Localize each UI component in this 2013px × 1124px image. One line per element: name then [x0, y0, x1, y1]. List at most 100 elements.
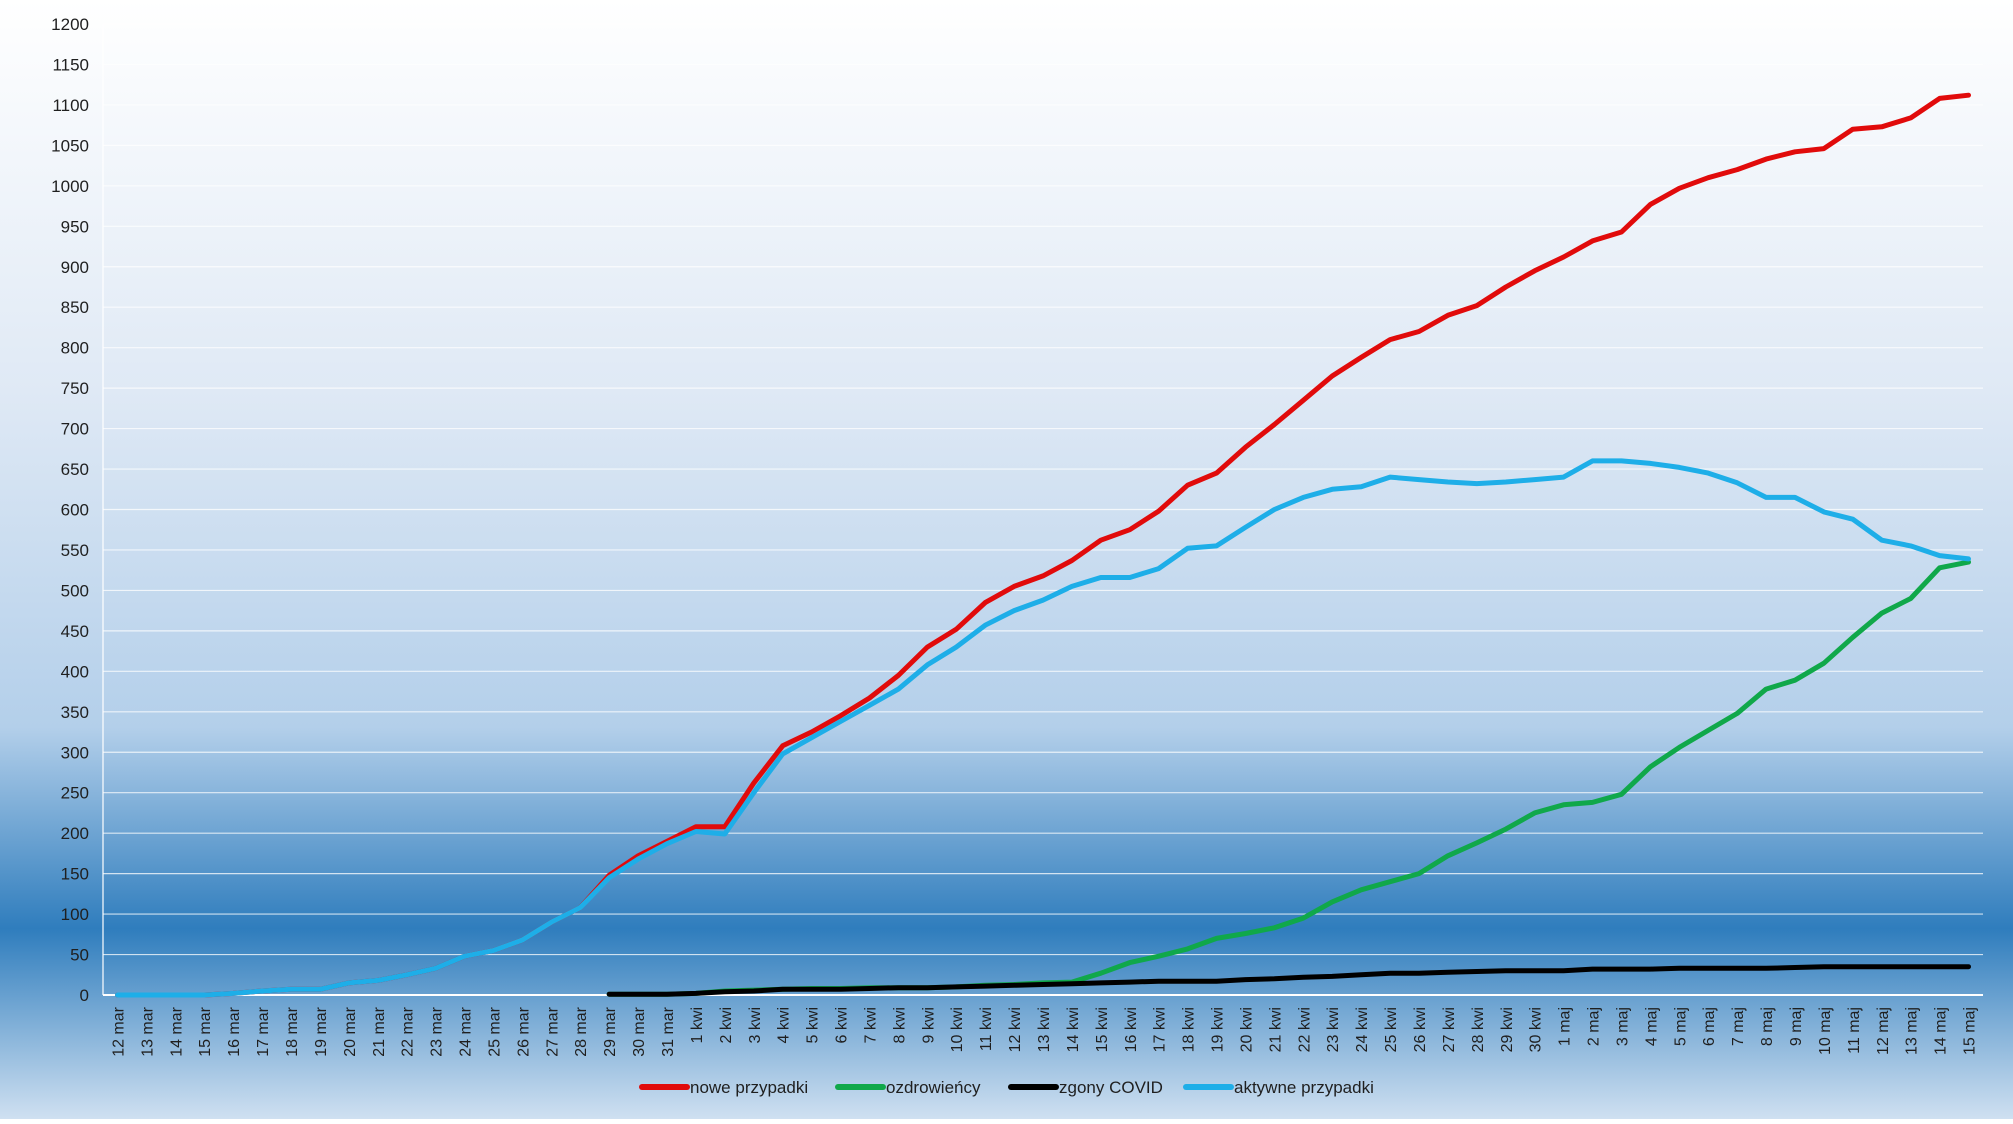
- y-tick-label: 600: [61, 501, 89, 520]
- y-tick-label: 100: [61, 905, 89, 924]
- x-tick-label: 13 mar: [139, 1006, 156, 1056]
- x-tick-label: 14 maj: [1933, 1007, 1950, 1055]
- x-tick-label: 27 mar: [544, 1006, 561, 1056]
- x-tick-label: 19 kwi: [1210, 1007, 1227, 1052]
- series-lines: [115, 92, 1971, 998]
- x-tick-label: 26 mar: [515, 1006, 532, 1056]
- x-tick-label: 8 maj: [1759, 1007, 1776, 1046]
- x-tick-label: 28 kwi: [1470, 1007, 1487, 1052]
- x-tick-label: 8 kwi: [891, 1007, 908, 1043]
- y-tick-label: 1100: [52, 96, 89, 115]
- x-tick-label: 29 mar: [602, 1006, 619, 1056]
- y-tick-label: 350: [61, 703, 89, 722]
- x-tick-label: 1 maj: [1557, 1007, 1574, 1046]
- x-tick-label: 1 kwi: [689, 1007, 706, 1043]
- x-tick-label: 12 kwi: [1007, 1007, 1024, 1052]
- y-tick-label: 900: [61, 258, 89, 277]
- x-axis-ticks: 12 mar 13 mar 14 mar 15 mar 16 mar 17 mar 18 m…: [110, 1006, 1978, 1056]
- x-tick-label: 9 kwi: [920, 1007, 937, 1043]
- x-tick-label: 30 kwi: [1528, 1007, 1545, 1052]
- gridlines: [102, 23, 1983, 996]
- x-tick-label: 16 mar: [226, 1006, 243, 1056]
- x-tick-label: 11 kwi: [978, 1007, 995, 1051]
- y-tick-label: 1050: [51, 136, 89, 155]
- x-tick-label: 5 kwi: [805, 1007, 822, 1043]
- x-tick-label: 26 kwi: [1412, 1007, 1429, 1052]
- series-line-4: [115, 458, 1971, 998]
- x-tick-label: 24 mar: [458, 1006, 475, 1056]
- x-tick-label: 13 kwi: [1036, 1007, 1053, 1052]
- x-tick-label: 13 maj: [1904, 1007, 1921, 1055]
- x-tick-label: 14 mar: [168, 1006, 185, 1056]
- x-tick-label: 6 maj: [1701, 1007, 1718, 1046]
- x-tick-label: 10 kwi: [949, 1007, 966, 1052]
- x-tick-label: 16 kwi: [1123, 1007, 1140, 1052]
- x-tick-label: 31 mar: [660, 1006, 677, 1056]
- x-tick-label: 9 maj: [1788, 1007, 1805, 1046]
- y-tick-label: 0: [80, 986, 89, 1005]
- x-tick-label: 23 mar: [429, 1006, 446, 1056]
- x-tick-label: 15 mar: [197, 1006, 214, 1056]
- x-tick-label: 4 kwi: [776, 1007, 793, 1043]
- x-tick-label: 19 mar: [313, 1006, 330, 1056]
- x-tick-label: 5 maj: [1672, 1007, 1689, 1046]
- y-tick-label: 450: [61, 622, 89, 641]
- y-tick-label: 400: [61, 662, 89, 681]
- legend-label: ozdrowieńcy: [886, 1078, 981, 1097]
- x-tick-label: 4 maj: [1643, 1007, 1660, 1046]
- x-tick-label: 22 mar: [400, 1006, 417, 1056]
- y-tick-label: 550: [61, 541, 89, 560]
- x-tick-label: 3 maj: [1614, 1007, 1631, 1046]
- x-tick-label: 25 kwi: [1383, 1007, 1400, 1052]
- y-tick-label: 700: [61, 420, 89, 439]
- x-tick-label: 2 maj: [1586, 1007, 1603, 1046]
- x-tick-label: 30 mar: [631, 1006, 648, 1056]
- y-axis-ticks: 0 50 100 150 200 250 300 350 400 450 500 550 600 650 7…: [51, 15, 89, 1005]
- y-tick-label: 150: [61, 865, 89, 884]
- x-tick-label: 15 maj: [1962, 1007, 1979, 1055]
- x-tick-label: 18 mar: [284, 1006, 301, 1056]
- x-tick-label: 29 kwi: [1499, 1007, 1516, 1052]
- x-tick-label: 7 kwi: [862, 1007, 879, 1043]
- x-tick-label: 28 mar: [573, 1006, 590, 1056]
- x-tick-label: 12 maj: [1875, 1007, 1892, 1055]
- x-tick-label: 7 maj: [1730, 1007, 1747, 1046]
- legend-label: nowe przypadki: [690, 1078, 808, 1097]
- x-tick-label: 25 mar: [486, 1006, 503, 1056]
- y-tick-label: 1150: [52, 55, 89, 74]
- legend-label: zgony COVID: [1059, 1078, 1163, 1097]
- x-tick-label: 10 maj: [1817, 1007, 1834, 1055]
- x-tick-label: 18 kwi: [1181, 1007, 1198, 1052]
- y-tick-label: 800: [61, 339, 89, 358]
- y-tick-label: 300: [61, 743, 89, 762]
- y-tick-label: 500: [61, 581, 89, 600]
- x-tick-label: 23 kwi: [1325, 1007, 1342, 1052]
- y-tick-label: 650: [61, 460, 89, 479]
- x-tick-label: 17 mar: [255, 1006, 272, 1056]
- x-tick-label: 21 kwi: [1267, 1007, 1284, 1052]
- x-tick-label: 2 kwi: [718, 1007, 735, 1043]
- x-tick-label: 11 maj: [1846, 1007, 1863, 1054]
- x-tick-label: 27 kwi: [1441, 1007, 1458, 1052]
- x-tick-label: 17 kwi: [1152, 1007, 1169, 1052]
- x-tick-label: 22 kwi: [1296, 1007, 1313, 1052]
- x-tick-label: 24 kwi: [1354, 1007, 1371, 1052]
- x-tick-label: 21 mar: [371, 1006, 388, 1056]
- x-tick-label: 6 kwi: [834, 1007, 851, 1043]
- y-tick-label: 950: [61, 217, 89, 236]
- x-tick-label: 12 mar: [110, 1006, 127, 1056]
- legend: nowe przypadki ozdrowieńcy zgony COVID akty…: [639, 1078, 1374, 1097]
- y-tick-label: 50: [70, 946, 89, 965]
- x-tick-label: 3 kwi: [747, 1007, 764, 1043]
- legend-label: aktywne przypadki: [1234, 1078, 1374, 1097]
- x-tick-label: 20 mar: [342, 1006, 359, 1056]
- series-line-3: [606, 964, 1971, 997]
- y-tick-label: 1200: [51, 15, 89, 34]
- x-tick-label: 15 kwi: [1094, 1007, 1111, 1052]
- x-tick-label: 14 kwi: [1065, 1007, 1082, 1052]
- y-tick-label: 1000: [51, 177, 89, 196]
- y-tick-label: 250: [61, 784, 89, 803]
